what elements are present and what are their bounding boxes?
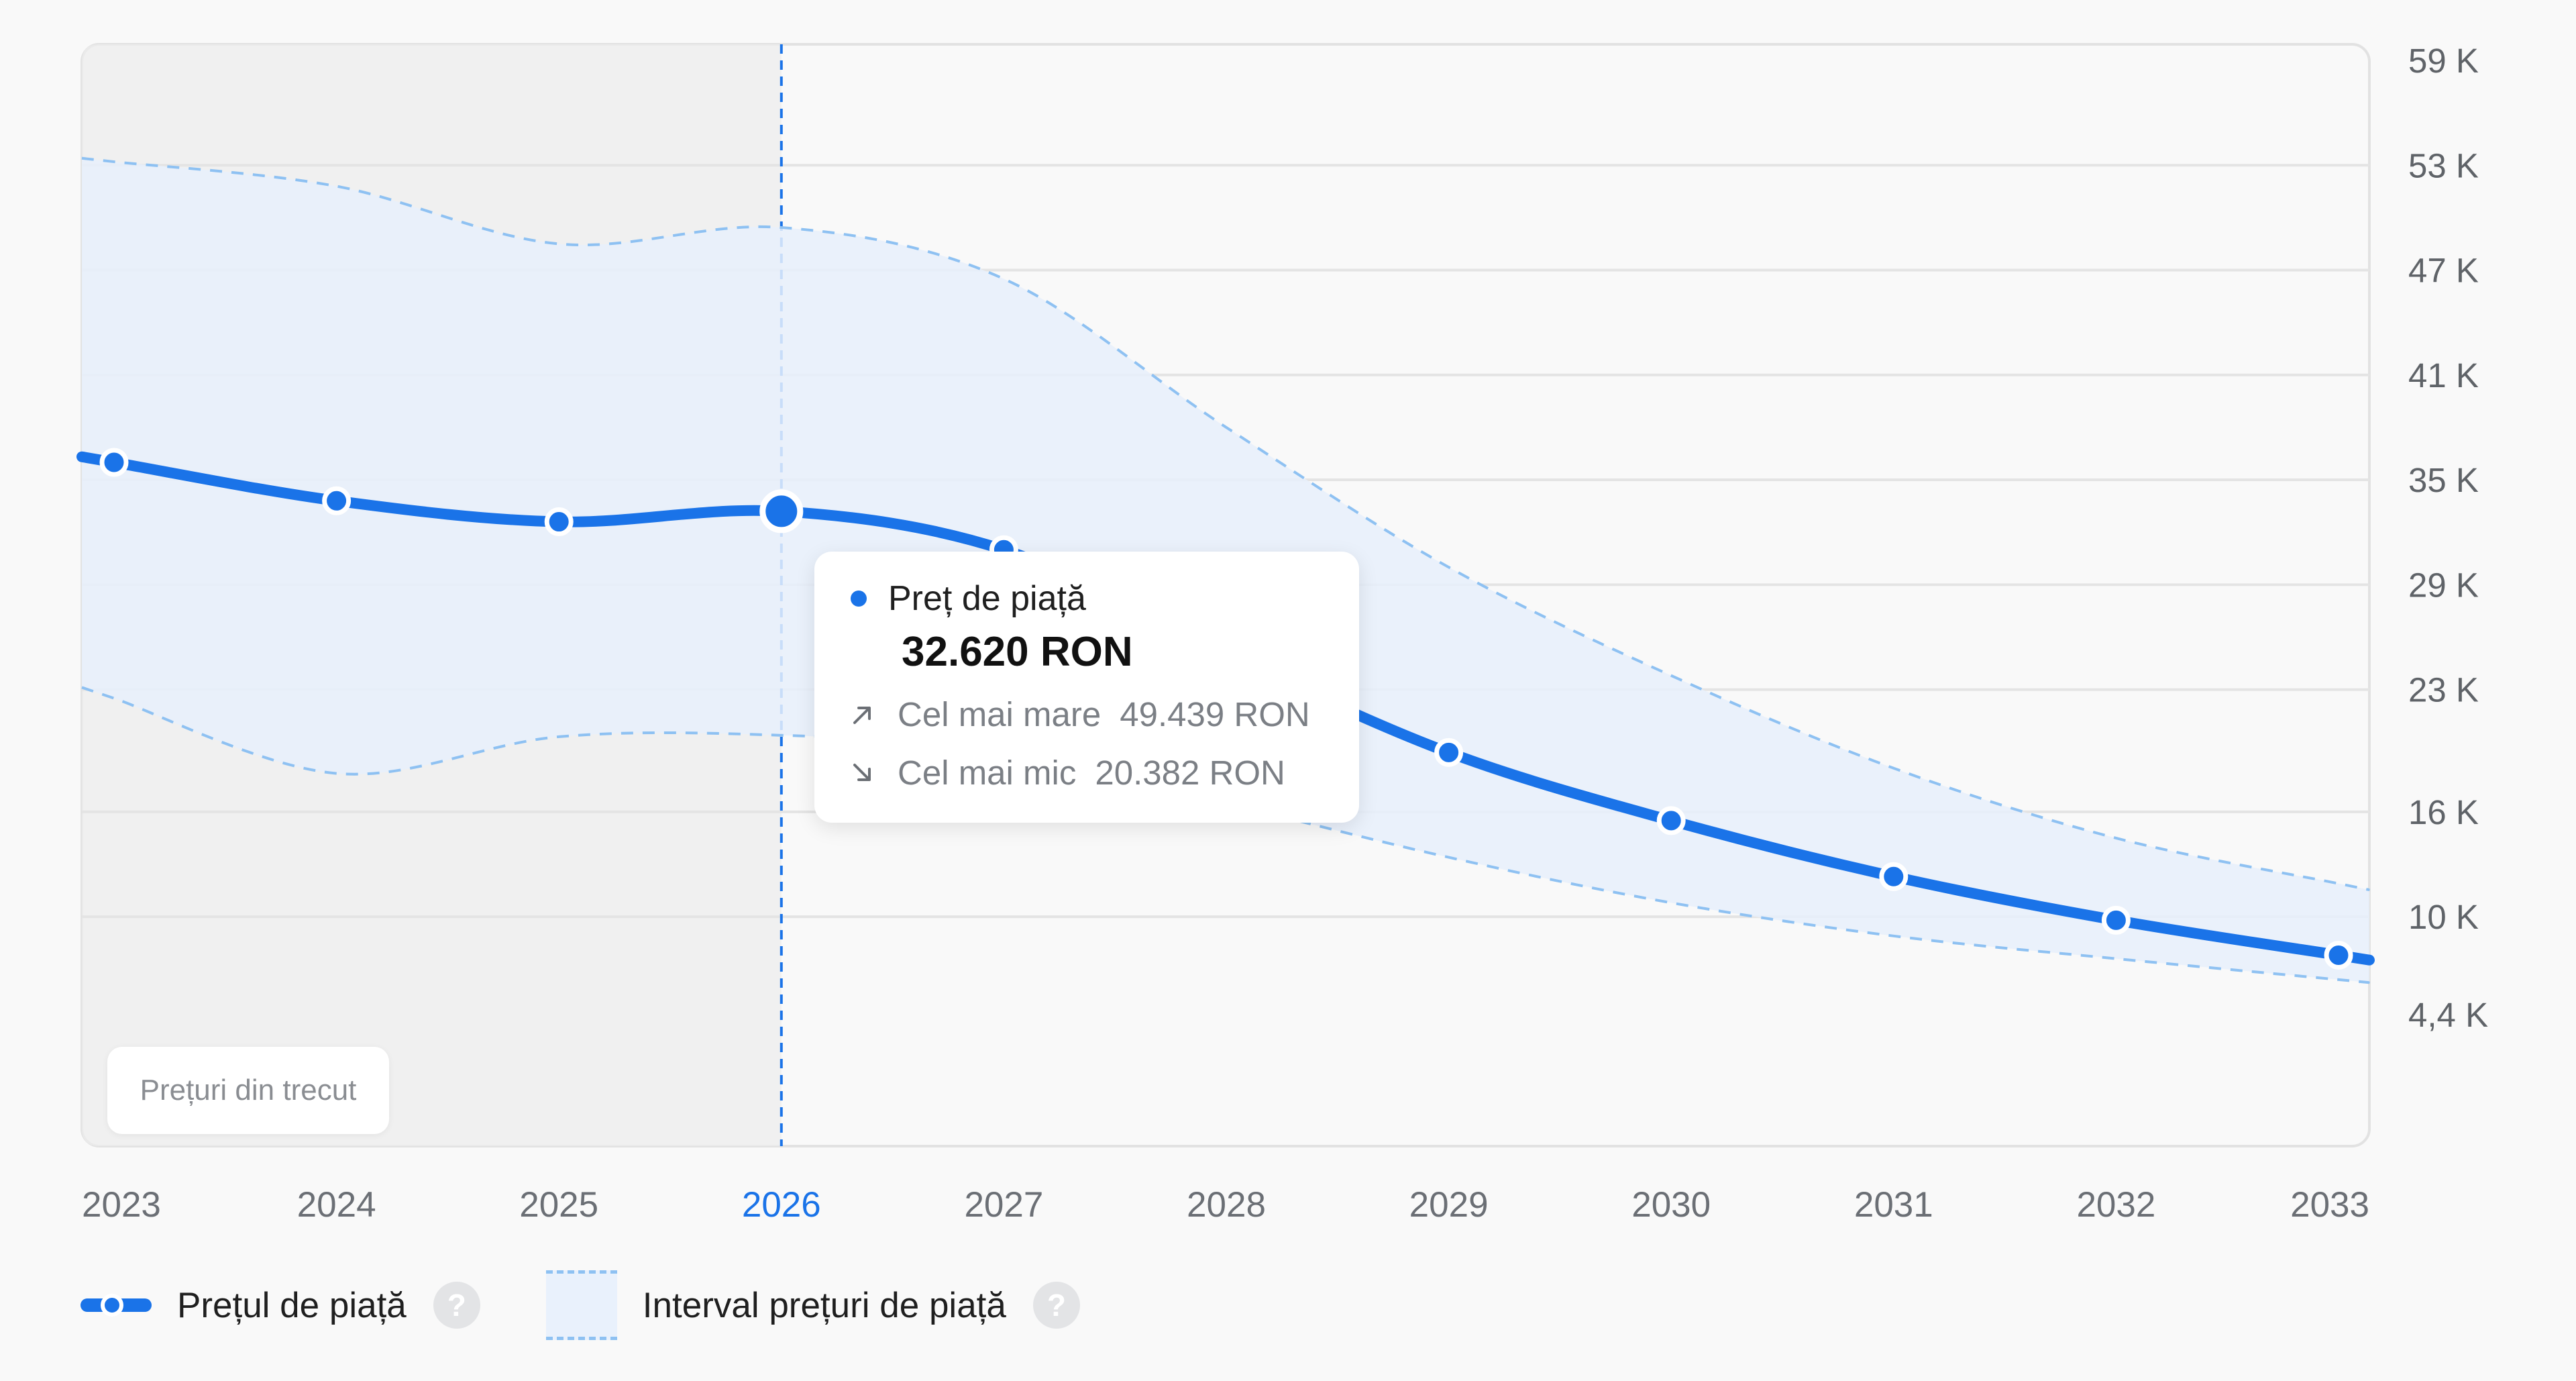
data-point[interactable]: [2101, 905, 2131, 935]
data-point[interactable]: [1656, 806, 1686, 835]
x-tick-label[interactable]: 2029: [1409, 1185, 1489, 1225]
range-upper-bound: [81, 156, 2370, 892]
data-point[interactable]: [99, 448, 129, 477]
x-tick-label[interactable]: 2028: [1187, 1185, 1266, 1225]
tooltip-high-value: 49.439 RON: [1120, 695, 1310, 733]
data-point[interactable]: [1434, 737, 1464, 767]
tooltip-value: 32.620 RON: [902, 629, 1133, 675]
y-tick-label: 29 K: [2408, 566, 2479, 604]
legend-line-swatch-icon: [80, 1275, 152, 1335]
y-tick-label: 4,4 K: [2408, 996, 2488, 1034]
past-prices-label: Prețuri din trecut: [140, 1074, 357, 1107]
y-tick-label: 47 K: [2408, 252, 2479, 290]
data-point[interactable]: [2324, 940, 2353, 970]
y-tick-label: 23 K: [2408, 671, 2479, 709]
tooltip-low-value: 20.382 RON: [1095, 754, 1285, 792]
x-tick-label[interactable]: 2031: [1854, 1185, 1933, 1225]
y-tick-label: 16 K: [2408, 793, 2479, 831]
y-tick-label: 53 K: [2408, 146, 2479, 185]
x-tick-label[interactable]: 2033: [2290, 1185, 2369, 1225]
x-tick-label[interactable]: 2025: [519, 1185, 598, 1225]
x-tick-label[interactable]: 2023: [82, 1185, 161, 1225]
x-tick-label[interactable]: 2026: [742, 1185, 821, 1225]
legend-price-range-label: Interval prețuri de piață: [642, 1285, 1006, 1325]
tooltip-low-label: Cel mai mic: [898, 754, 1077, 792]
data-point[interactable]: [544, 507, 574, 537]
legend-range-swatch-icon: [545, 1270, 617, 1340]
chart-legend: Prețul de piață ? Interval prețuri de pi…: [80, 1270, 1080, 1340]
legend-market-price-label: Prețul de piață: [177, 1285, 407, 1325]
selected-data-point[interactable]: [759, 489, 804, 533]
arrow-down-right-icon: [853, 763, 871, 781]
price-tooltip: Preț de piață 32.620 RON Cel mai mare 49…: [814, 552, 1359, 823]
y-tick-label: 41 K: [2408, 356, 2479, 395]
data-point[interactable]: [322, 486, 352, 515]
x-tick-label[interactable]: 2027: [964, 1185, 1043, 1225]
help-icon[interactable]: ?: [433, 1282, 480, 1329]
tooltip-high-label: Cel mai mare: [898, 695, 1102, 733]
y-tick-label: 10 K: [2408, 898, 2479, 936]
data-point[interactable]: [1879, 862, 1909, 891]
arrow-up-right-icon: [853, 706, 871, 724]
y-tick-label: 35 K: [2408, 461, 2479, 499]
x-tick-label[interactable]: 2032: [2076, 1185, 2155, 1225]
x-tick-label[interactable]: 2030: [1631, 1185, 1711, 1225]
x-tick-label[interactable]: 2024: [297, 1185, 376, 1225]
series-dot-icon: [851, 591, 867, 607]
help-icon[interactable]: ?: [1032, 1282, 1080, 1329]
y-tick-label: 59 K: [2408, 42, 2479, 80]
past-prices-badge: Prețuri din trecut: [107, 1047, 389, 1134]
tooltip-title: Preț de piață: [888, 579, 1086, 618]
